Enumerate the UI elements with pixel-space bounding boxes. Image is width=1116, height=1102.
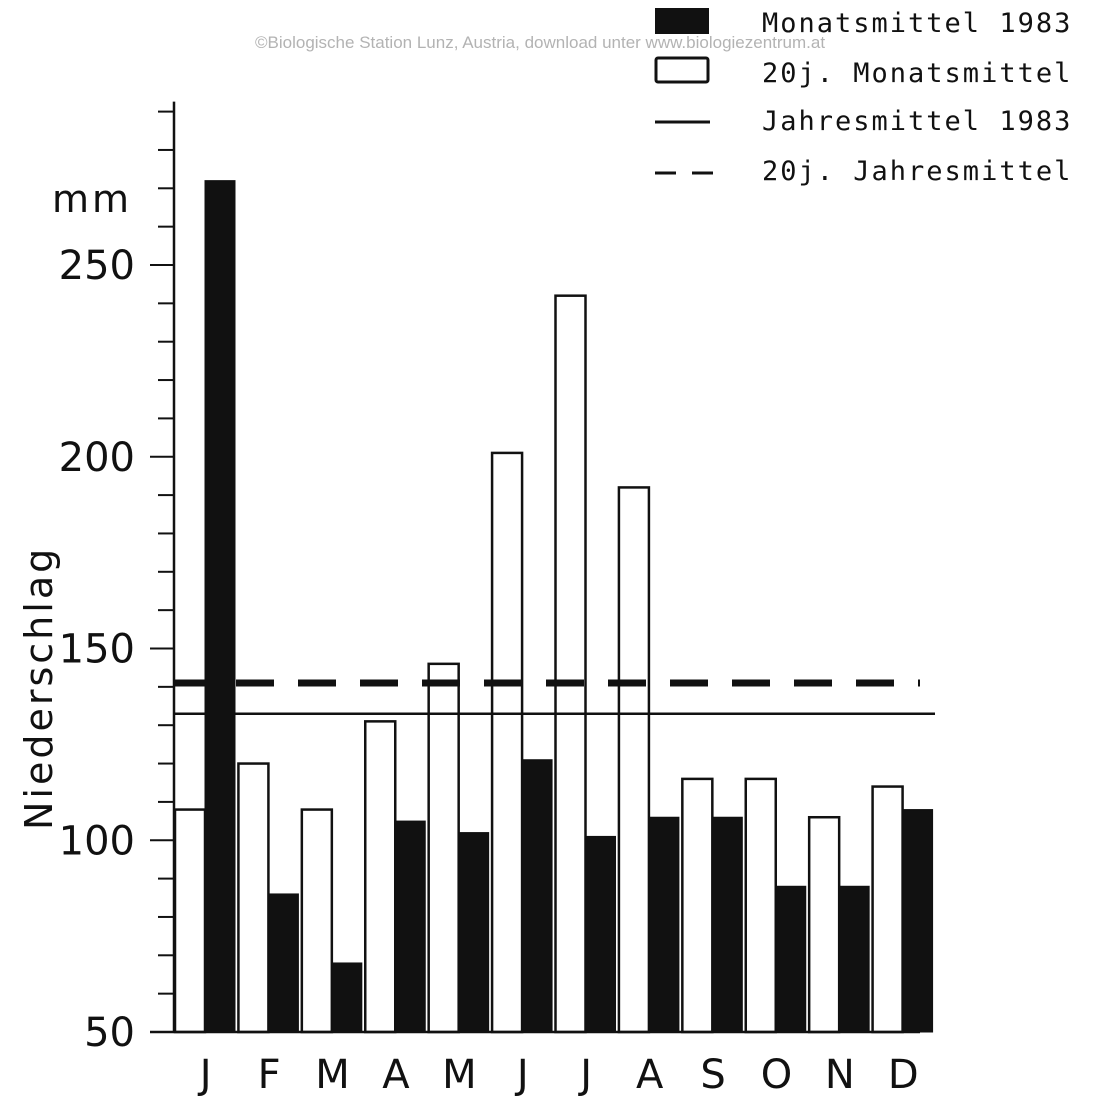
x-tick-label: J — [197, 1052, 212, 1098]
legend-swatch-filled — [655, 8, 709, 34]
x-tick-label: O — [761, 1052, 792, 1098]
y-axis-label: Niederschlag — [17, 546, 61, 830]
bar-20j-monatsmittel — [871, 785, 904, 1034]
y-tick-label: 50 — [84, 1010, 135, 1056]
x-tick-label: N — [825, 1052, 855, 1098]
bar-20j-monatsmittel — [681, 777, 714, 1034]
x-tick-label: M — [442, 1052, 477, 1098]
legend-swatch-open — [654, 56, 710, 84]
bar-20j-monatsmittel — [237, 762, 270, 1034]
y-axis: 50 100 150 200 250 — [59, 101, 176, 1056]
bar-monatsmittel-1983 — [458, 832, 490, 1033]
y-tick-label: 100 — [59, 818, 135, 864]
bar-20j-monatsmittel — [617, 486, 651, 1034]
watermark-text: ©Biologische Station Lunz, Austria, down… — [255, 33, 825, 52]
bar-monatsmittel-1983 — [204, 180, 236, 1033]
bar-20j-monatsmittel — [554, 294, 587, 1034]
bar-monatsmittel-1983 — [902, 809, 934, 1033]
x-tick-label: J — [514, 1052, 529, 1098]
bar-monatsmittel-1983 — [394, 820, 426, 1033]
legend-label-jahresmittel-1983: Jahresmittel 1983 — [762, 106, 1072, 137]
bar-monatsmittel-1983 — [711, 816, 743, 1033]
legend-label-20j-monatsmittel: 20j. Monatsmittel — [762, 58, 1072, 89]
x-tick-label: A — [382, 1052, 410, 1098]
bar-20j-monatsmittel — [427, 662, 460, 1034]
reference-lines — [174, 679, 935, 715]
x-tick-label: J — [577, 1052, 592, 1098]
x-tick-label: M — [315, 1052, 350, 1098]
y-tick-label: 200 — [59, 435, 135, 481]
legend: Monatsmittel 1983 20j. Monatsmittel Jahr… — [654, 8, 1072, 187]
bar-monatsmittel-1983 — [648, 816, 680, 1033]
bar-20j-monatsmittel — [744, 777, 777, 1034]
x-tick-label: A — [636, 1052, 664, 1098]
y-tick-label: 250 — [59, 243, 135, 289]
bar-20j-monatsmittel — [807, 815, 841, 1034]
bar-monatsmittel-1983 — [585, 835, 616, 1033]
y-axis-unit-label: mm — [52, 177, 132, 221]
x-tick-label: S — [700, 1052, 725, 1098]
legend-label-monatsmittel-1983: Monatsmittel 1983 — [762, 8, 1072, 39]
bar-20j-monatsmittel — [364, 720, 397, 1034]
bar-monatsmittel-1983 — [331, 962, 363, 1033]
bar-20j-monatsmittel — [300, 808, 334, 1034]
x-tick-label: D — [888, 1052, 919, 1098]
bar-20j-monatsmittel — [490, 451, 524, 1034]
y-tick-label: 150 — [59, 627, 135, 673]
bars-20j-monatsmittel — [173, 294, 904, 1034]
legend-label-20j-jahresmittel: 20j. Jahresmittel — [762, 156, 1072, 187]
bar-monatsmittel-1983 — [838, 885, 870, 1033]
bar-monatsmittel-1983 — [267, 893, 299, 1033]
bar-monatsmittel-1983 — [775, 885, 807, 1033]
bar-20j-monatsmittel — [173, 808, 207, 1034]
x-tick-label: F — [258, 1052, 281, 1098]
bar-monatsmittel-1983 — [521, 759, 553, 1033]
